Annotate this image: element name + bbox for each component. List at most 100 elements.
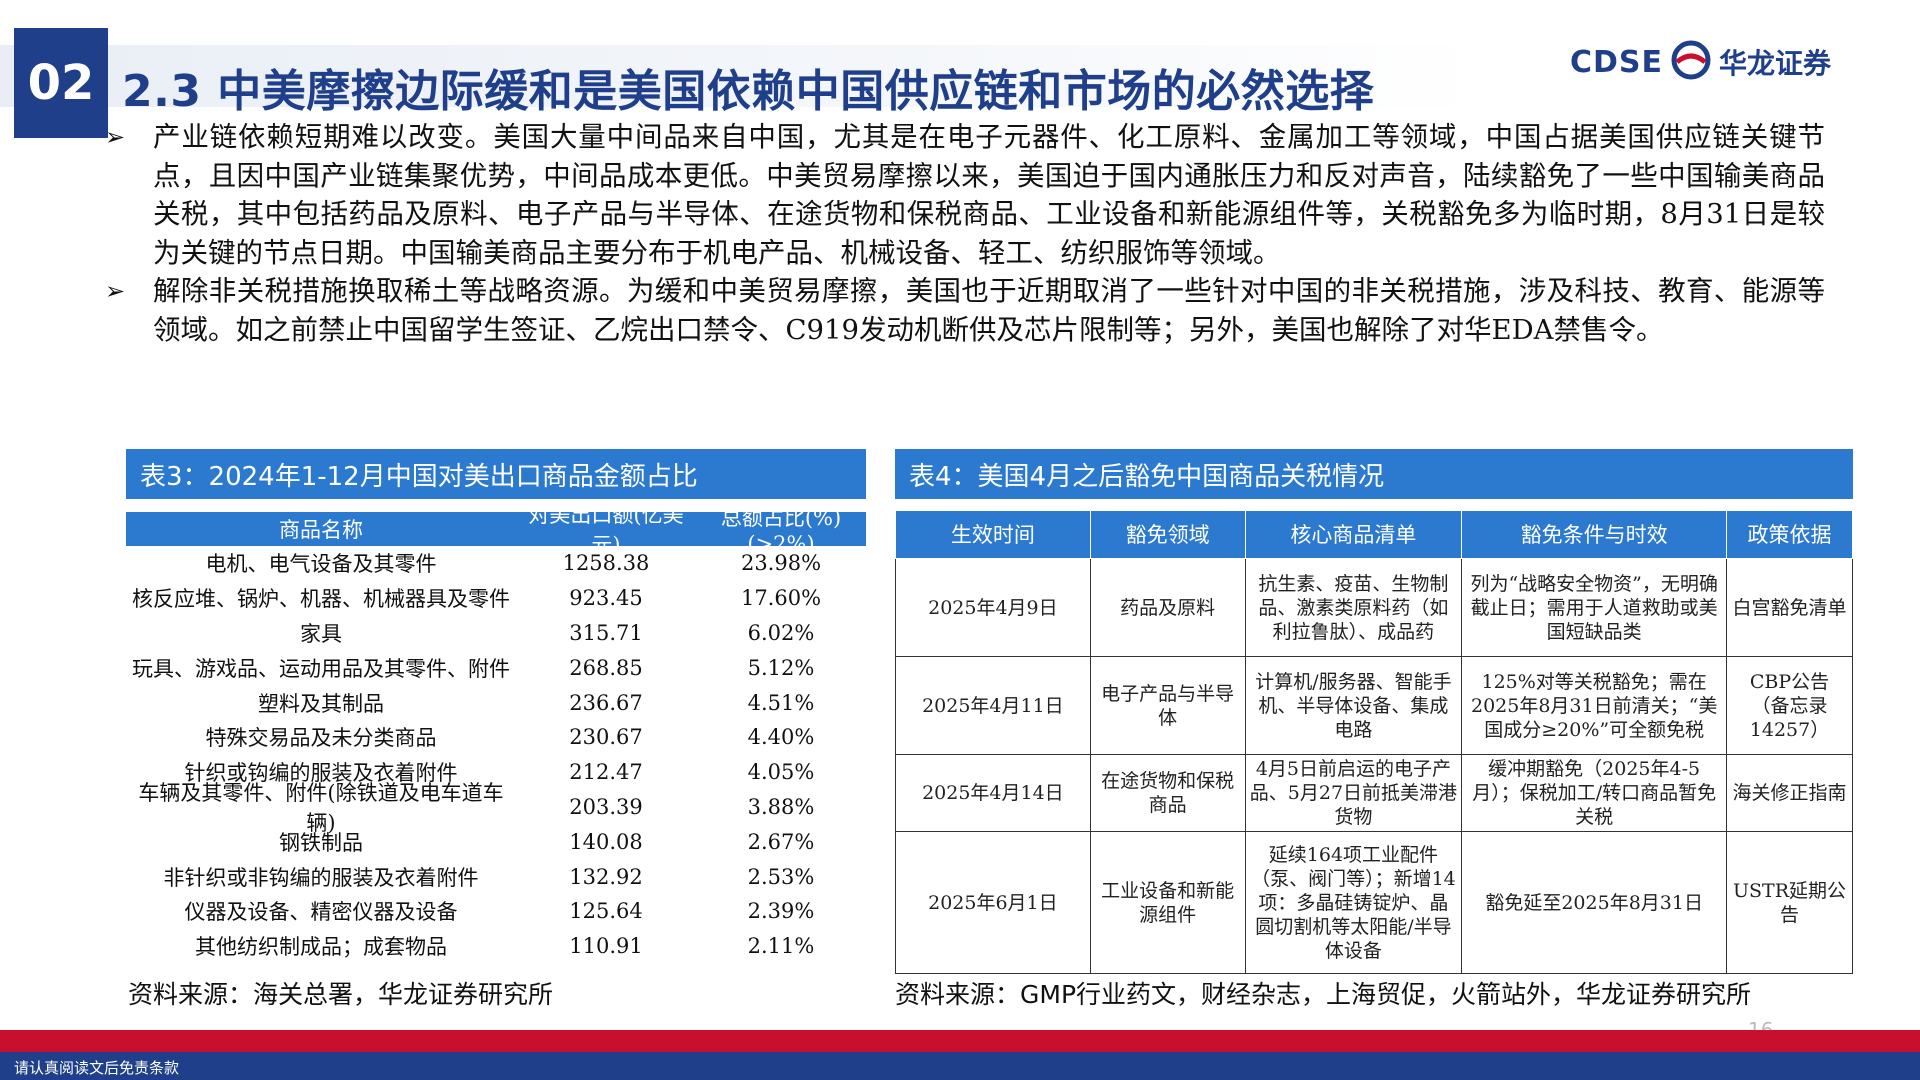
table-cell: 4.40%	[747, 725, 815, 750]
footer-blue-band	[0, 1052, 1920, 1080]
table-cell: 132.92	[569, 864, 643, 889]
table3: 商品名称 对美出口额(亿美元) 总额占比(%)(>2%) 电机、电气设备及其零件…	[126, 503, 866, 964]
table-cell: 140.08	[569, 829, 643, 854]
table3-col-header: 商品名称	[279, 518, 363, 542]
table-row: 玩具、游戏品、运动用品及其零件、附件 268.85 5.12%	[126, 650, 866, 685]
table-row: 其他纺织制成品；成套物品 110.91 2.11%	[126, 929, 866, 964]
logo-cn-text: 华龙证券	[1719, 47, 1832, 80]
table-cell: 4.51%	[747, 690, 815, 715]
table-cell: 钢铁制品	[279, 830, 363, 855]
header-band	[0, 45, 1480, 107]
table-cell: 2.11%	[747, 934, 815, 959]
bullet-item: ➢ 产业链依赖短期难以改变。美国大量中间品来自中国，尤其是在电子元器件、化工原料…	[105, 118, 1825, 272]
table-cell: 海关修正指南	[1726, 754, 1853, 832]
table-cell: 315.71	[569, 620, 643, 645]
table-cell: 4月5日前启运的电子产品、5月27日前抵美滞港货物	[1244, 754, 1463, 832]
table4-source: 资料来源：GMP行业药文，财经杂志，上海贸促，火箭站外，华龙证券研究所	[895, 980, 1752, 1009]
table-row: 钢铁制品 140.08 2.67%	[126, 824, 866, 859]
table-row: 非针织或非钩编的服装及衣着附件 132.92 2.53%	[126, 859, 866, 894]
page-title: 2.3 中美摩擦边际缓和是美国依赖中国供应链和市场的必然选择	[122, 66, 1375, 117]
dragon-logo-icon	[1671, 40, 1711, 84]
table-cell: 计算机/服务器、智能手机、半导体设备、集成电路	[1244, 656, 1463, 755]
table-row: 2025年4月11日 电子产品与半导体 计算机/服务器、智能手机、半导体设备、集成电…	[895, 656, 1853, 755]
table-cell: 23.98%	[740, 551, 822, 576]
arrow-bullet-icon: ➢	[105, 123, 126, 151]
table-cell: 230.67	[569, 725, 643, 750]
table-cell: 125%对等关税豁免；需在2025年8月31日前清关；“美国成分≥20%”可全额…	[1461, 656, 1728, 755]
table-cell: 玩具、游戏品、运动用品及其零件、附件	[132, 656, 510, 681]
table-row: 车辆及其零件、附件(除铁道及电车道车辆) 203.39 3.88%	[126, 781, 866, 835]
table4-col-header: 豁免领域	[1089, 510, 1246, 559]
table3-col-header: 对美出口额(亿美元)	[528, 503, 684, 557]
table4-header-row: 生效时间 豁免领域 核心商品清单 豁免条件与时效 政策依据	[895, 510, 1853, 559]
table-cell: 268.85	[569, 655, 643, 680]
table-cell: 非针织或非钩编的服装及衣着附件	[163, 865, 479, 890]
table-cell: 2.53%	[747, 864, 815, 889]
table4-col-header: 政策依据	[1726, 510, 1853, 559]
table-row: 特殊交易品及未分类商品 230.67 4.40%	[126, 720, 866, 755]
table4-col-header: 豁免条件与时效	[1461, 510, 1728, 559]
table-cell: USTR延期公告	[1726, 831, 1853, 974]
table4-col-header: 核心商品清单	[1244, 510, 1463, 559]
table-cell: 电子产品与半导体	[1089, 656, 1246, 755]
table-cell: 110.91	[569, 934, 643, 959]
section-number: 02	[14, 28, 108, 138]
table-cell: 2025年4月9日	[895, 558, 1091, 657]
table-cell: 车辆及其零件、附件(除铁道及电车道车辆)	[138, 780, 504, 835]
table-cell: 工业设备和新能源组件	[1089, 831, 1246, 974]
table-row: 家具 315.71 6.02%	[126, 616, 866, 651]
table-row: 仪器及设备、精密仪器及设备 125.64 2.39%	[126, 894, 866, 929]
table-cell: 其他纺织制成品；成套物品	[195, 935, 447, 960]
table-cell: 在途货物和保税商品	[1089, 754, 1246, 832]
table3-col-header: 总额占比(%)(>2%)	[720, 506, 842, 556]
table-cell: CBP公告（备忘录14257）	[1726, 656, 1853, 755]
table-cell: 塑料及其制品	[258, 691, 384, 716]
table3-body: 电机、电气设备及其零件 1258.38 23.98% 核反应堆、锅炉、机器、机械器具及…	[126, 546, 866, 964]
table-cell: 2025年4月11日	[895, 656, 1091, 755]
table-cell: 5.12%	[747, 655, 815, 680]
table-cell: 2025年4月14日	[895, 754, 1091, 832]
table3-source: 资料来源：海关总署，华龙证券研究所	[128, 980, 554, 1009]
table-cell: 缓冲期豁免（2025年4-5月）；保税加工/转口商品暂免关税	[1461, 754, 1728, 832]
table-row: 塑料及其制品 236.67 4.51%	[126, 685, 866, 720]
table-row: 2025年4月9日 药品及原料 抗生素、疫苗、生物制品、激素类原料药（如利拉鲁肽）、…	[895, 558, 1853, 657]
table4-title: 表4：美国4月之后豁免中国商品关税情况	[895, 449, 1853, 499]
table-cell: 白宫豁免清单	[1726, 558, 1853, 657]
table-cell: 923.45	[569, 586, 643, 611]
table-cell: 核反应堆、锅炉、机器、机械器具及零件	[132, 587, 510, 612]
table-cell: 家具	[300, 621, 342, 646]
table-cell: 针织或钩编的服装及衣着附件	[184, 761, 458, 786]
table-cell: 豁免延至2025年8月31日	[1461, 831, 1728, 974]
footer-red-band	[0, 1030, 1920, 1052]
table-row: 核反应堆、锅炉、机器、机械器具及零件 923.45 17.60%	[126, 581, 866, 616]
table-cell: 仪器及设备、精密仪器及设备	[184, 900, 458, 925]
table3-header-row: 商品名称 对美出口额(亿美元) 总额占比(%)(>2%)	[126, 503, 866, 557]
table-cell: 4.05%	[747, 760, 815, 785]
table-row: 2025年6月1日 工业设备和新能源组件 延续164项工业配件（泵、阀门等）；新增1…	[895, 831, 1853, 974]
table-cell: 2025年6月1日	[895, 831, 1091, 974]
table-cell: 17.60%	[740, 586, 822, 611]
arrow-bullet-icon: ➢	[105, 277, 126, 305]
table-cell: 125.64	[569, 899, 643, 924]
table-cell: 电机、电气设备及其零件	[205, 552, 437, 577]
table-cell: 212.47	[569, 760, 643, 785]
table4-col-header: 生效时间	[895, 510, 1091, 559]
table-cell: 2.39%	[747, 899, 815, 924]
table-cell: 6.02%	[747, 620, 815, 645]
table-cell: 抗生素、疫苗、生物制品、激素类原料药（如利拉鲁肽）、成品药	[1244, 558, 1463, 657]
table-cell: 1258.38	[562, 551, 650, 576]
disclaimer-text: 请认真阅读文后免责条款	[14, 1059, 180, 1077]
table-cell: 特殊交易品及未分类商品	[205, 726, 437, 751]
table-cell: 列为“战略安全物资”，无明确截止日；需用于人道救助或美国短缺品类	[1461, 558, 1728, 657]
table-cell: 3.88%	[747, 794, 815, 819]
logo-text: CDSE	[1570, 44, 1664, 80]
table-cell: 236.67	[569, 690, 643, 715]
table3-title: 表3：2024年1-12月中国对美出口商品金额占比	[126, 449, 866, 499]
bullet-text: 解除非关税措施换取稀土等战略资源。为缓和中美贸易摩擦，美国也于近期取消了一些针对…	[153, 275, 1825, 346]
table-cell: 延续164项工业配件（泵、阀门等）；新增14项：多晶硅铸锭炉、晶圆切割机等太阳能…	[1244, 831, 1463, 974]
bullet-item: ➢ 解除非关税措施换取稀土等战略资源。为缓和中美贸易摩擦，美国也于近期取消了一些…	[105, 272, 1825, 349]
bullet-text: 产业链依赖短期难以改变。美国大量中间品来自中国，尤其是在电子元器件、化工原料、金…	[153, 121, 1825, 269]
table-cell: 2.67%	[747, 829, 815, 854]
table-row: 2025年4月14日 在途货物和保税商品 4月5日前启运的电子产品、5月27日前抵美…	[895, 754, 1853, 832]
table-cell: 203.39	[569, 794, 643, 819]
